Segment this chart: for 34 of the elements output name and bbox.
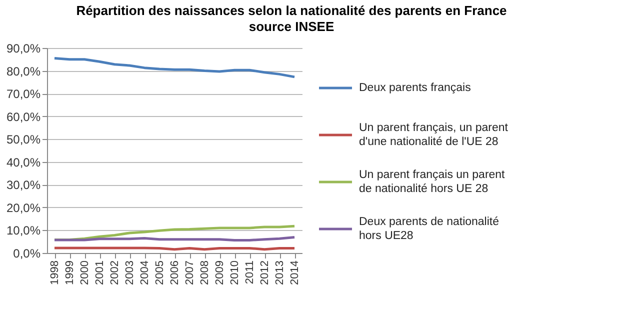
y-tick-label: 70,0% [6, 87, 41, 102]
x-tick-label: 2003 [124, 260, 136, 285]
y-tick-label: 80,0% [6, 64, 41, 78]
x-tick-label: 2006 [169, 260, 181, 285]
x-tick-label: 2008 [199, 260, 211, 285]
x-tick-label: 2005 [154, 260, 166, 285]
y-tick-label: 60,0% [6, 110, 41, 124]
x-tick-label: 2007 [184, 260, 196, 285]
legend-label: Un parent français, un parent d'une nationalité de l'UE 28 [359, 122, 509, 148]
x-tick-label: 1999 [64, 260, 76, 285]
y-tick-label: 30,0% [6, 178, 41, 192]
y-tick-label: 20,0% [6, 200, 41, 215]
x-tick-label: 2010 [229, 260, 241, 285]
line-series [53, 57, 296, 78]
chart-subtitle: source INSEE [248, 19, 334, 34]
x-tick-label: 2001 [94, 260, 106, 285]
x-tick-label: 2013 [274, 260, 286, 285]
y-tick-label: 90,0% [6, 42, 41, 56]
y-tick-label: 40,0% [6, 155, 41, 170]
x-tick-label: 2009 [214, 260, 226, 285]
legend-label: Deux parents français [359, 82, 472, 94]
y-tick-label: 50,0% [6, 132, 41, 147]
x-tick-label: 2011 [244, 260, 256, 284]
y-tick-label: 0,0% [13, 246, 41, 260]
x-tick-label: 2000 [79, 260, 91, 285]
y-tick-label: 10,0% [6, 224, 41, 238]
x-tick-label: 2004 [139, 260, 151, 285]
legend-label: Deux parents de nationalité hors UE28 [359, 216, 500, 242]
x-tick-label: 2012 [259, 260, 271, 285]
chart-title: Répartition des naissances selon la nationalité des parents en France [76, 3, 507, 18]
legend-label: Un parent français un parent de nationalité hors UE 28 [359, 169, 506, 195]
x-tick-label: 2002 [109, 260, 121, 285]
x-tick-label: 2014 [289, 260, 301, 285]
x-tick-label: 1998 [49, 260, 61, 285]
